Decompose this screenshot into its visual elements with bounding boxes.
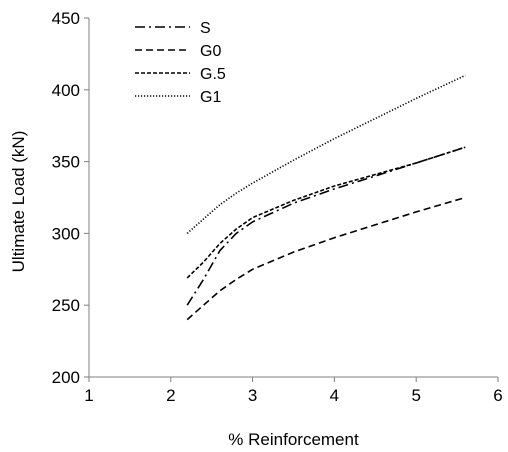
y-tick-label: 200	[52, 368, 80, 387]
y-ticks: 200 250 300 350 400 450	[52, 9, 89, 387]
y-tick-label: 400	[52, 81, 80, 100]
legend: S G0 G.5 G1	[135, 20, 226, 106]
y-tick-label: 350	[52, 153, 80, 172]
x-tick-label: 2	[166, 386, 175, 405]
x-tick-label: 3	[248, 386, 257, 405]
x-axis-title: % Reinforcement	[228, 430, 359, 449]
y-tick-label: 250	[52, 296, 80, 315]
series-line-s	[186, 146, 466, 306]
x-tick-label: 5	[411, 386, 420, 405]
y-tick-label: 450	[52, 9, 80, 28]
y-axis-title: Ultimate Load (kN)	[9, 131, 28, 273]
series-lines	[186, 74, 466, 321]
series-line-g1	[186, 74, 466, 234]
axes	[88, 18, 498, 378]
x-tick-label: 1	[84, 386, 93, 405]
series-line-g0	[186, 196, 466, 321]
x-tick-label: 6	[493, 386, 502, 405]
x-tick-label: 4	[330, 386, 339, 405]
legend-label: G1	[200, 89, 221, 106]
legend-label: G.5	[200, 66, 226, 83]
y-tick-label: 300	[52, 224, 80, 243]
x-ticks: 1 2 3 4 5 6	[84, 377, 503, 405]
series-line-g-5	[186, 146, 466, 279]
legend-label: G0	[200, 43, 221, 60]
legend-label: S	[200, 20, 211, 37]
